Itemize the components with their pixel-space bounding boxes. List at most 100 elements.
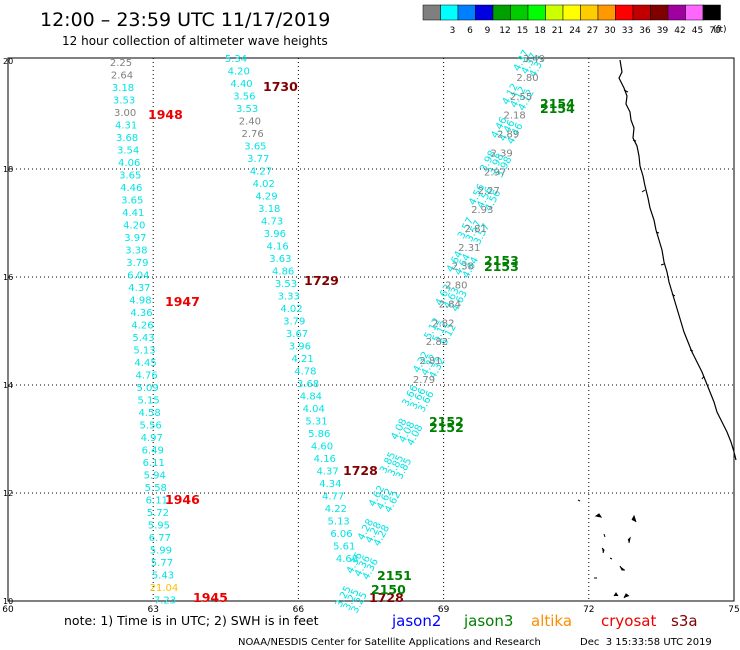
wave-height-label: 4.20 — [123, 221, 145, 232]
legend-label: 9 — [485, 26, 491, 36]
wave-height-label: 4.02 — [253, 179, 275, 190]
wave-height-label: 3.53 — [275, 279, 297, 290]
lat-tick-label: 10 — [3, 597, 13, 606]
pass-time-label: 1730 — [263, 79, 298, 94]
wave-height-label: 3.38 — [125, 246, 147, 257]
legend-label: 12 — [499, 26, 510, 36]
wave-height-label: 3.54 — [117, 146, 139, 157]
legend-label: 21 — [552, 26, 563, 36]
legend-label: 45 — [692, 26, 703, 36]
wave-height-label: 6.77 — [149, 533, 171, 544]
lon-tick-label: 60 — [2, 605, 14, 615]
wave-height-label: 5.94 — [144, 471, 166, 482]
islands — [577, 499, 637, 599]
wave-height-label: 5.34 — [225, 54, 247, 65]
footer-credit: NOAA/NESDIS Center for Satellite Applica… — [238, 637, 541, 648]
legend-label: 3 — [450, 26, 456, 36]
page-title: 12:00 – 23:59 UTC 11/17/2019 — [40, 9, 330, 31]
wave-height-label: 3.96 — [289, 342, 311, 353]
legend-swatch — [527, 4, 546, 21]
island-5 — [631, 514, 637, 523]
lat-tick-label: 14 — [3, 381, 13, 390]
wave-height-label: 4.36 — [130, 308, 152, 319]
satellite-jason2: jason2 — [391, 612, 441, 630]
pass-time-label: 2154 — [540, 96, 575, 111]
island-10 — [603, 533, 606, 538]
coastline-detail — [623, 89, 705, 380]
lat-tick-label: 12 — [3, 489, 13, 498]
wave-height-label: 4.29 — [255, 192, 277, 203]
legend-label: 6 — [467, 26, 473, 36]
lon-tick-label: 75 — [728, 605, 739, 615]
pass-time-label: 1728 — [369, 590, 404, 605]
wave-height-label: 5.77 — [151, 558, 173, 569]
wave-height-label: 2.64 — [111, 71, 133, 82]
wave-height-label: 4.73 — [261, 217, 283, 228]
pass-time-label: 1945 — [193, 590, 228, 605]
wave-height-label: 5.95 — [148, 521, 170, 532]
wave-height-label: 2.55 — [510, 92, 532, 103]
legend-swatch — [597, 4, 616, 21]
legend-swatch — [562, 4, 581, 21]
page-subtitle: 12 hour collection of altimeter wave hei… — [62, 34, 328, 48]
legend-swatch — [667, 4, 686, 21]
wave-height-label: 4.84 — [300, 392, 322, 403]
wave-height-label: 5.61 — [333, 542, 355, 553]
wave-height-label: 3.97 — [124, 233, 146, 244]
wave-height-label: 6.06 — [330, 529, 352, 540]
wave-height-label: 4.77 — [322, 492, 344, 503]
wave-height-label: 5.31 — [305, 417, 327, 428]
coastline — [577, 59, 737, 599]
wave-height-label: 4.60 — [311, 442, 333, 453]
lat-tick-label: 16 — [3, 273, 13, 282]
wave-height-label: 3.77 — [247, 154, 269, 165]
wave-height-label: 7.23 — [154, 596, 176, 607]
wave-height-label: 5.09 — [136, 383, 158, 394]
legend-swatch — [440, 4, 459, 21]
legend-swatch — [580, 4, 599, 21]
satellite-altika: altika — [531, 612, 572, 630]
pass-time-label: 1946 — [165, 492, 200, 507]
wave-height-label: 3.79 — [283, 317, 305, 328]
vertical-tracks: 2.252.643.183.533.004.313.683.544.063.65… — [110, 54, 358, 607]
wave-height-label: 2.81 — [419, 356, 441, 367]
wave-height-label: 2.80 — [516, 73, 538, 84]
wave-height-label: 4.31 — [115, 121, 137, 132]
legend-label: 39 — [657, 26, 669, 36]
wave-height-label: 4.20 — [228, 67, 250, 78]
legend-label: 42 — [674, 26, 685, 36]
wave-height-label: 4.37 — [316, 467, 338, 478]
wave-height-label: 4.37 — [128, 283, 150, 294]
wave-height-label: 4.98 — [129, 296, 151, 307]
wave-height-label: 2.89 — [497, 130, 519, 141]
wave-height-label: 4.27 — [250, 167, 272, 178]
wave-height-label: 2.81 — [465, 224, 487, 235]
wave-height-label: 5.43 — [152, 571, 174, 582]
wave-height-label: 3.68 — [116, 133, 138, 144]
lat-tick-label: 20 — [3, 57, 13, 66]
wave-height-label: 5.72 — [147, 508, 169, 519]
wave-height-label: 3.49 — [523, 54, 545, 65]
wave-height-label: 3.00 — [114, 108, 136, 119]
wave-height-label: 4.76 — [135, 371, 157, 382]
satellite-s3a: s3a — [671, 612, 698, 630]
pass-time-label: 2153 — [484, 259, 519, 274]
diagonal-track: 4.374.124.463.984.563.574.644.635.124.32… — [334, 48, 548, 615]
pass-time-label: 2152 — [429, 420, 464, 435]
wave-height-label: 4.02 — [280, 304, 302, 315]
wave-height-label: 3.79 — [126, 258, 148, 269]
legend-swatch — [510, 4, 529, 21]
wave-height-label: 2.80 — [445, 281, 467, 292]
wave-height-label: 2.93 — [471, 205, 493, 216]
pass-time-label: 2153 — [484, 253, 519, 268]
map-frame — [7, 57, 735, 602]
legend-label: 24 — [569, 26, 581, 36]
legend-swatch — [650, 4, 669, 21]
wave-height-label: 6.11 — [143, 458, 165, 469]
wave-height-label: 3.53 — [236, 104, 258, 115]
wave-height-label: 5.43 — [132, 333, 154, 344]
wave-height-label: 3.65 — [119, 171, 141, 182]
wave-height-label: 4.97 — [141, 433, 163, 444]
island-11 — [577, 499, 581, 502]
